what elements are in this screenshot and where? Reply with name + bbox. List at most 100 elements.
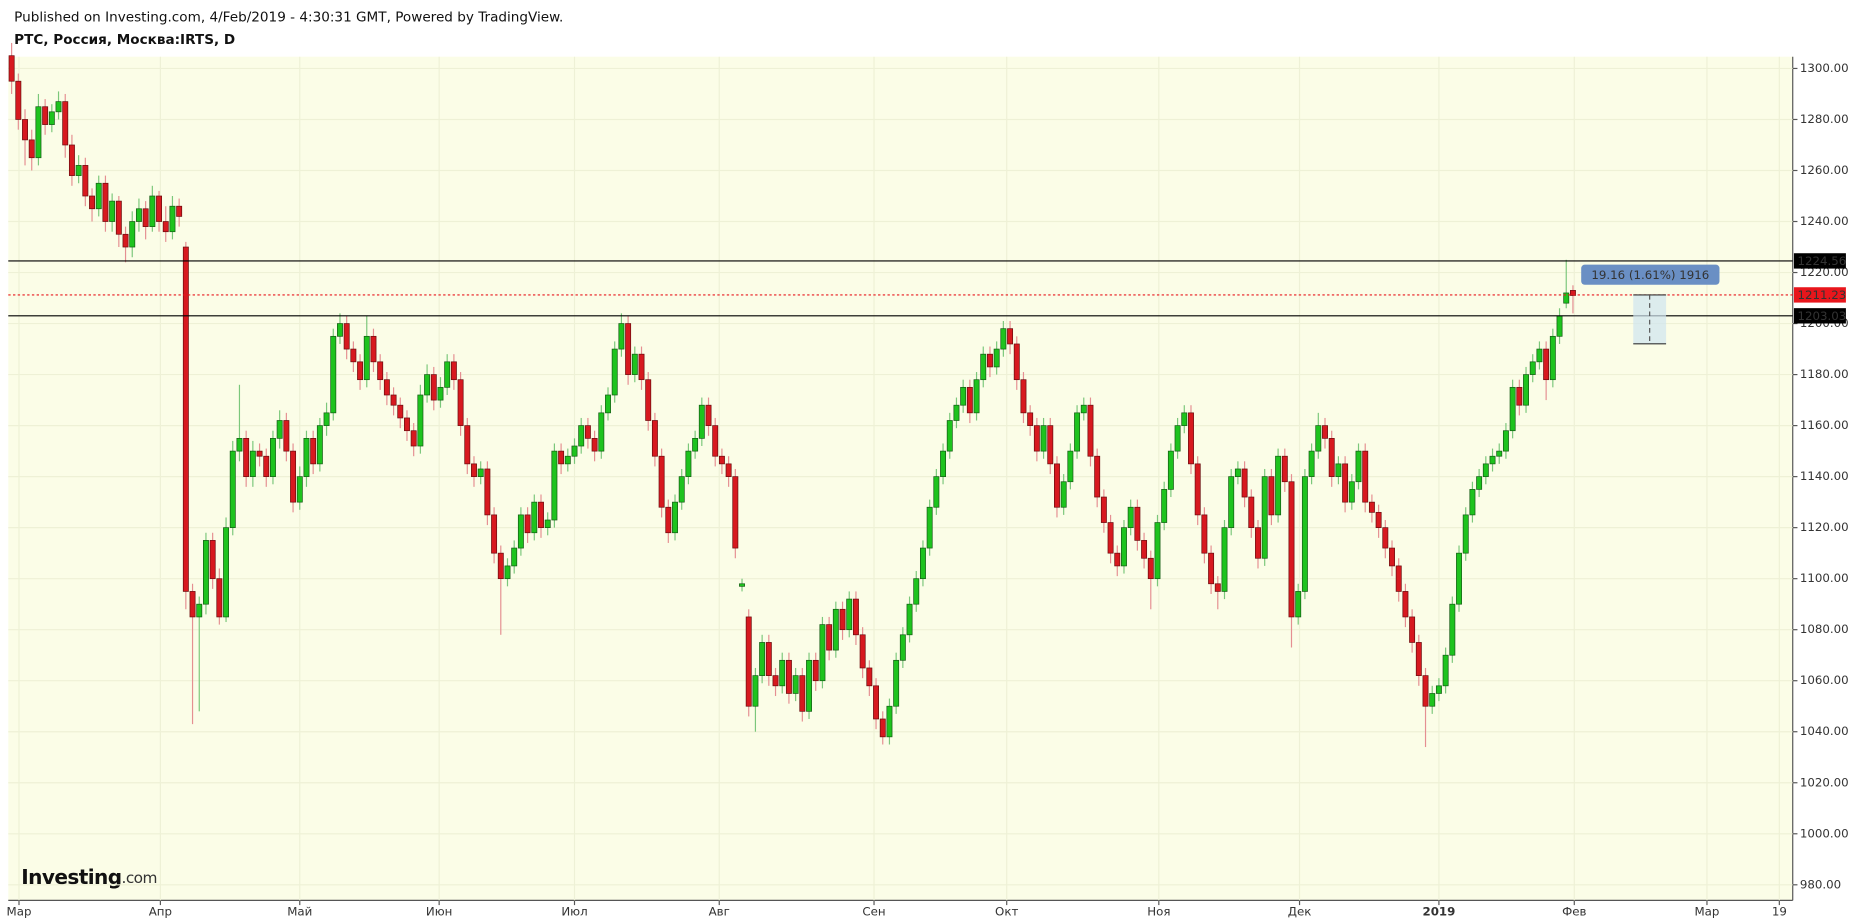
candle-body (812, 659, 819, 682)
candle-body (75, 165, 82, 176)
candle-body (1047, 425, 1054, 465)
x-tick-label: Мар (1695, 905, 1720, 919)
x-tick-label: Авг (709, 905, 730, 919)
candle-body (1469, 489, 1476, 516)
candle-body (296, 476, 303, 503)
candle-body (772, 675, 779, 687)
candle-body (102, 182, 109, 222)
candle-body (236, 438, 243, 452)
candle-body (404, 417, 410, 432)
candle-body (524, 514, 531, 534)
candle-body (785, 659, 792, 694)
candle-body (517, 514, 524, 549)
candle-body (397, 404, 404, 419)
candle-body (584, 425, 591, 439)
candle-body (1563, 292, 1570, 304)
x-tick-label: Фев (1562, 905, 1586, 919)
candle-body (1429, 693, 1436, 707)
candle-body (1348, 481, 1355, 503)
candle-body (759, 642, 766, 676)
candle-body (919, 547, 926, 580)
candle-body (142, 208, 149, 227)
x-tick-label: Май (287, 905, 312, 919)
candle-body (1543, 348, 1550, 381)
candle-body (1335, 463, 1342, 477)
candle-body (1268, 476, 1275, 516)
price-label-box (1793, 253, 1846, 269)
candle-body (779, 659, 786, 687)
candle-body (504, 565, 511, 580)
candle-body (383, 379, 390, 396)
candle-body (1228, 476, 1235, 529)
candle-body (1020, 379, 1027, 414)
logo-name: Investing (21, 864, 121, 888)
candle-body (68, 144, 75, 176)
candle-body (893, 659, 900, 707)
candle-body (692, 438, 699, 452)
candle-body (390, 394, 397, 406)
x-tick-label: 19 (1772, 905, 1787, 919)
candle-body (156, 195, 162, 222)
candle-body (933, 476, 940, 508)
candle-body (363, 335, 370, 381)
candle-body (1234, 468, 1241, 477)
y-tick-label: 1300.00 (1800, 61, 1849, 75)
candle-body (973, 379, 980, 414)
candle-body (886, 705, 893, 738)
candle-body (430, 374, 437, 401)
candle-body (1362, 450, 1369, 503)
candle-body (249, 450, 256, 477)
candle-body (1476, 476, 1483, 490)
candle-body (1167, 450, 1174, 490)
candle-body (270, 438, 276, 477)
candle-body (316, 425, 323, 465)
logo: Investing.com (21, 864, 157, 888)
candle-body (444, 361, 451, 388)
y-tick-label: 1180.00 (1800, 367, 1849, 381)
candle-body (1435, 685, 1442, 694)
candle-body (705, 404, 712, 426)
candle-body (611, 348, 618, 396)
candle-body (625, 323, 632, 375)
x-tick-label: 2019 (1422, 905, 1455, 919)
candle-body (1241, 468, 1248, 498)
candle-body (1308, 450, 1315, 477)
candle-body (343, 323, 350, 350)
candle-body (712, 425, 719, 457)
candle-body (1067, 450, 1074, 483)
candle-body (1154, 522, 1161, 580)
candle-body (209, 540, 216, 580)
candle-body (189, 591, 196, 618)
candle-body (169, 205, 176, 233)
candle-body (357, 361, 364, 381)
published-note: Published on Investing.com, 4/Feb/2019 -… (14, 10, 563, 26)
candle-body (960, 386, 967, 406)
candle-body (1094, 455, 1101, 498)
candle-body (497, 552, 504, 580)
candle-body (1295, 591, 1302, 618)
candle-body (162, 221, 169, 233)
candle-body (926, 506, 933, 549)
candle-body (1449, 603, 1456, 656)
candle-body (115, 200, 122, 235)
y-tick-label: 1280.00 (1800, 112, 1849, 126)
candle-body (182, 246, 189, 592)
candle-body (1355, 450, 1362, 483)
candle-body (243, 438, 250, 477)
candle-body (638, 353, 645, 381)
candle-body (370, 335, 377, 363)
candle-body (477, 468, 484, 477)
candle-body (48, 111, 55, 125)
candle-body (1147, 557, 1154, 580)
candle-body (1181, 412, 1188, 426)
candle-body (122, 233, 129, 248)
candle-body (846, 598, 853, 631)
candle-body (8, 55, 15, 82)
candle-body (229, 450, 236, 529)
candle-body (1080, 404, 1087, 414)
y-tick-label: 1080.00 (1800, 622, 1849, 636)
candle-body (544, 519, 551, 529)
candle-body (1509, 386, 1516, 432)
candle-body (337, 323, 343, 337)
candle-body (558, 450, 565, 465)
